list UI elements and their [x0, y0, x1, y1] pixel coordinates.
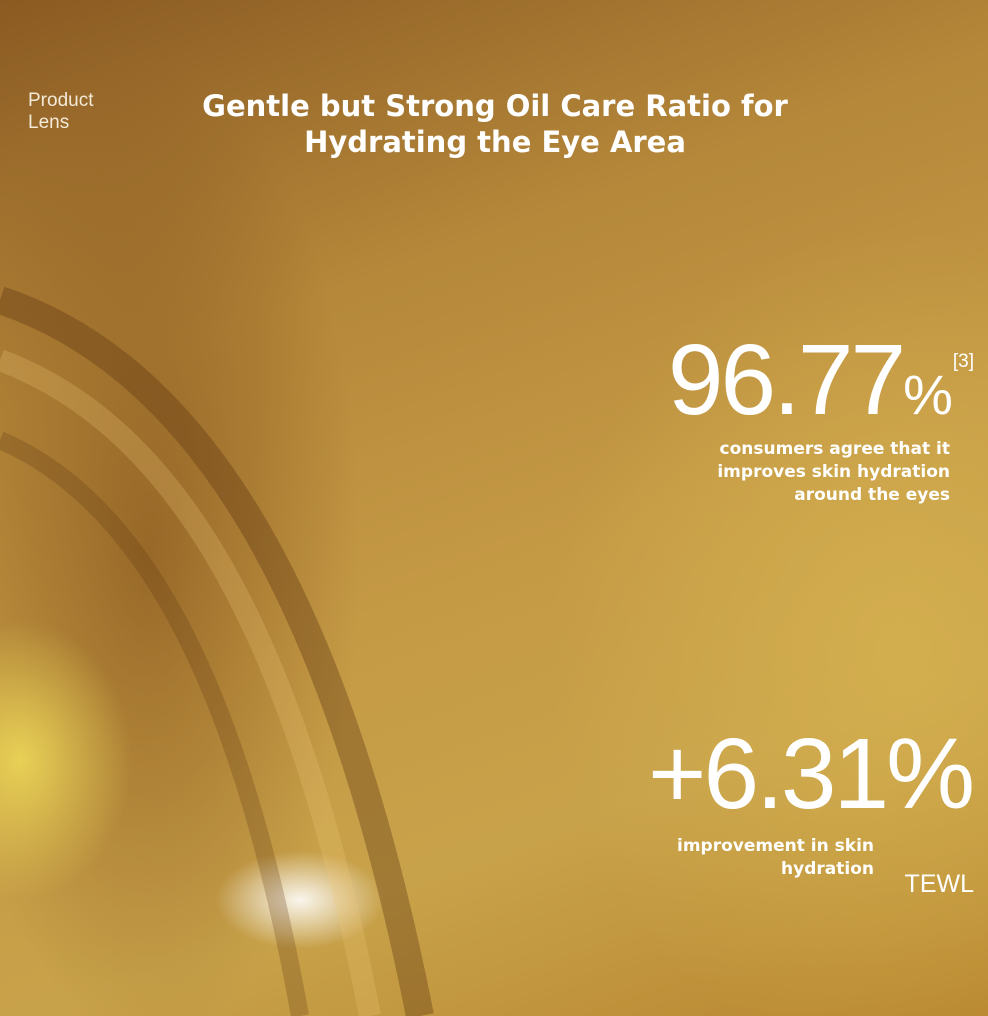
- desc-line: improvement in skin: [677, 836, 874, 856]
- title-line: Hydrating the Eye Area: [304, 125, 686, 159]
- tewl-label: TEWL: [904, 870, 974, 898]
- desc-line: improves skin hydration: [717, 462, 950, 482]
- oil-swirl: [0, 431, 309, 1016]
- brand-line: Lens: [28, 112, 70, 133]
- desc-line: consumers agree that it: [719, 439, 950, 459]
- desc-line: hydration: [781, 859, 874, 879]
- brand-line: Product: [28, 90, 94, 111]
- brand-logo: Product Lens: [28, 90, 93, 134]
- stat-consumer-agreement: 96.77%[3]: [668, 330, 974, 430]
- stat-value: 96.77: [667, 324, 906, 436]
- stat-hydration-improvement: +6.31%: [648, 718, 975, 830]
- stat-description: improvement in skin hydration: [677, 835, 874, 881]
- desc-line: around the eyes: [794, 485, 950, 505]
- footnote-ref: [3]: [952, 351, 974, 372]
- title-line: Gentle but Strong Oil Care Ratio for: [202, 89, 788, 123]
- stat-description: consumers agree that it improves skin hy…: [717, 438, 950, 507]
- oil-swirl: [0, 349, 381, 1016]
- oil-swirl: [0, 286, 434, 1016]
- page-title: Gentle but Strong Oil Care Ratio for Hyd…: [150, 88, 840, 160]
- stat-unit: %: [903, 363, 953, 426]
